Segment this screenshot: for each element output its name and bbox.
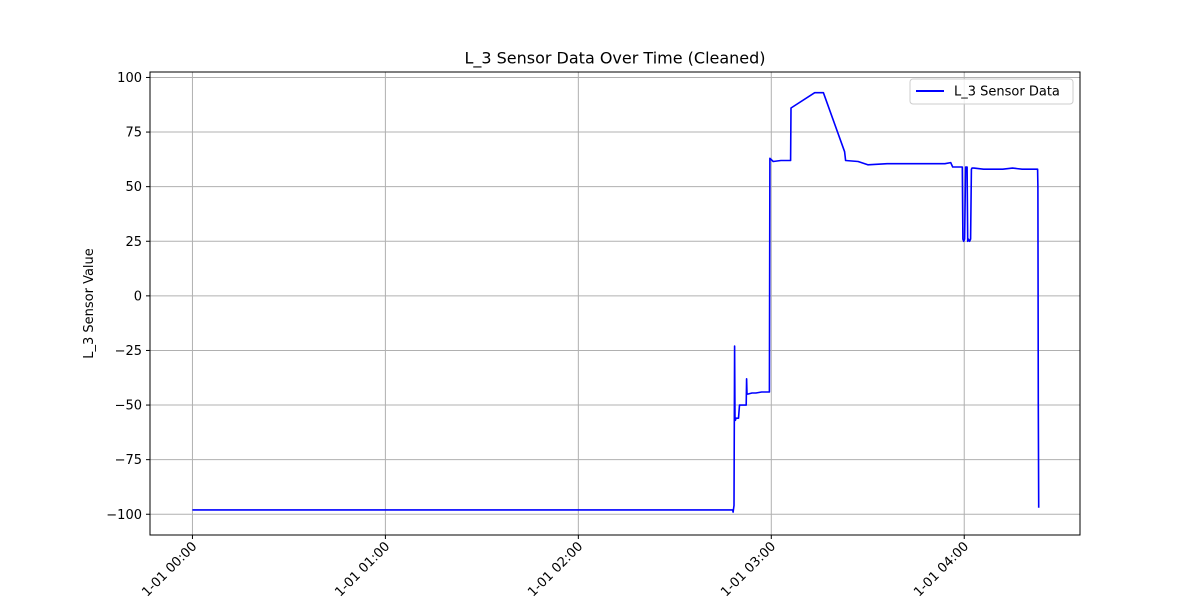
y-tick-label: −50 bbox=[115, 399, 142, 414]
y-tick-label: 25 bbox=[125, 235, 142, 250]
y-tick-label: −100 bbox=[106, 508, 142, 523]
axis-ticks bbox=[146, 76, 965, 539]
grid-lines bbox=[150, 72, 1080, 535]
y-tick-label: 75 bbox=[125, 126, 142, 141]
y-tick-label: 50 bbox=[125, 180, 142, 195]
y-axis-label: L_3 Sensor Value bbox=[82, 248, 97, 359]
y-tick-label: −75 bbox=[115, 453, 142, 468]
y-tick-label: 100 bbox=[117, 71, 142, 86]
legend-box bbox=[909, 78, 1074, 105]
chart-title: L_3 Sensor Data Over Time (Cleaned) bbox=[464, 49, 765, 69]
plot-series bbox=[192, 91, 1040, 513]
plot-frame bbox=[149, 71, 1081, 536]
legend: L_3 Sensor Data bbox=[909, 78, 1074, 105]
y-tick-label: 0 bbox=[134, 289, 142, 304]
y-tick-label: −25 bbox=[115, 344, 142, 359]
legend-series-label: L_3 Sensor Data bbox=[954, 85, 1060, 100]
series-line-0 bbox=[192, 91, 1040, 513]
